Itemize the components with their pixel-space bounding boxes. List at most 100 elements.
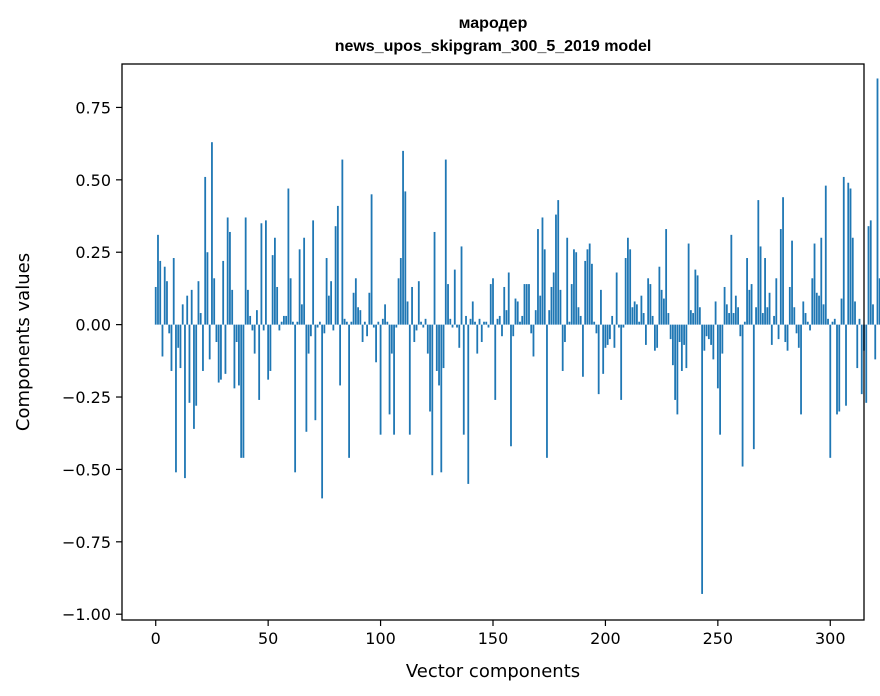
bar [240, 324, 243, 458]
bar [761, 313, 764, 325]
bar [633, 301, 636, 325]
bar [649, 284, 652, 325]
bar [514, 298, 517, 325]
bar [507, 272, 510, 325]
bar [256, 310, 258, 325]
bar [233, 324, 236, 389]
bar [278, 324, 281, 331]
bar [296, 321, 299, 325]
bar [728, 313, 730, 325]
bar [397, 278, 400, 325]
bar [175, 324, 177, 473]
bar [336, 205, 339, 325]
bar [813, 243, 816, 325]
bar [496, 318, 499, 325]
y-tick-label: −0.25 [62, 388, 111, 407]
bar [561, 324, 564, 371]
bar [318, 321, 321, 325]
bar [253, 324, 256, 354]
bar [595, 324, 598, 334]
bar [622, 324, 625, 328]
bar [566, 237, 569, 325]
bar [615, 272, 618, 325]
bar [357, 307, 359, 325]
bar [624, 258, 627, 325]
bar [656, 324, 659, 348]
bar [323, 324, 326, 334]
bar [202, 324, 204, 371]
bar [743, 321, 746, 325]
bar [168, 324, 171, 334]
bar [692, 313, 695, 325]
bar [696, 275, 699, 325]
bar [687, 243, 690, 325]
bar [674, 324, 677, 400]
x-tick-label: 150 [478, 629, 509, 648]
bar [363, 321, 366, 325]
bar [483, 321, 485, 325]
bar [444, 159, 447, 325]
bar [193, 324, 195, 429]
bar [258, 324, 261, 400]
bar [534, 310, 537, 325]
bar [206, 252, 209, 325]
bar [845, 324, 847, 406]
bar [703, 324, 706, 351]
bar [584, 260, 587, 325]
bar [345, 321, 348, 325]
chart-subtitle: news_upos_skipgram_300_5_2019 model [335, 38, 652, 55]
bar [640, 295, 643, 325]
bar [611, 315, 614, 325]
bar [802, 301, 805, 325]
bar [395, 324, 398, 328]
bar [451, 324, 454, 328]
bar [426, 324, 429, 354]
bar [770, 324, 773, 345]
bar [552, 272, 555, 325]
bar [492, 278, 494, 325]
bar [267, 324, 270, 380]
bar [867, 226, 870, 325]
bar [431, 324, 434, 476]
bar [393, 324, 395, 435]
bar [339, 324, 341, 386]
bar [705, 324, 708, 337]
bar [208, 324, 211, 360]
bar [186, 295, 189, 325]
bar [849, 188, 852, 325]
bar [779, 229, 782, 325]
bar [793, 307, 796, 325]
bar [797, 324, 800, 348]
bar [300, 304, 303, 325]
bar [377, 321, 380, 325]
bar [184, 324, 186, 479]
y-tick-label: −0.50 [62, 460, 111, 479]
bar [271, 255, 274, 325]
bar [190, 289, 193, 325]
bar [280, 321, 283, 325]
y-tick-label: −1.00 [62, 605, 111, 624]
bar [579, 315, 582, 325]
bar [269, 324, 272, 371]
bar [698, 307, 701, 325]
bar [244, 217, 247, 325]
bar [597, 324, 600, 395]
bar [375, 324, 377, 363]
bar [388, 324, 391, 415]
bar [420, 321, 422, 325]
bar [179, 324, 182, 369]
bar [829, 324, 832, 458]
bar [361, 324, 364, 343]
bar [352, 292, 355, 325]
y-tick-label: 0.00 [75, 316, 111, 335]
bar [604, 324, 607, 348]
bar [199, 313, 202, 325]
bar [591, 263, 593, 325]
bar [433, 231, 436, 325]
bar [627, 237, 629, 325]
bar [872, 304, 874, 325]
bar [683, 324, 686, 345]
bar [858, 318, 861, 325]
bar [438, 324, 440, 386]
chart-title: мародер [459, 15, 528, 32]
